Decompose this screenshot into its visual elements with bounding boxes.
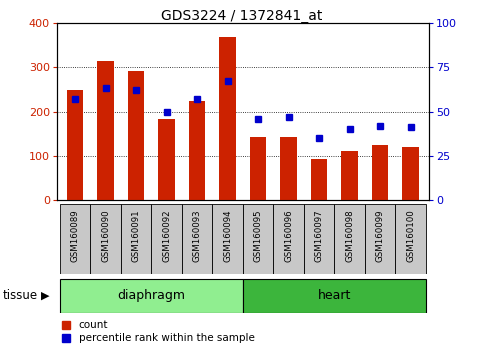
Bar [372,145,388,200]
Bar [60,279,243,313]
Text: ▶: ▶ [41,291,49,301]
Bar [311,159,327,200]
Bar [273,204,304,274]
Bar [280,137,297,200]
Text: tissue: tissue [2,289,37,302]
Bar [67,90,83,200]
Text: GSM160090: GSM160090 [101,209,110,262]
Bar [334,204,365,274]
Text: GSM160098: GSM160098 [345,209,354,262]
Text: GSM160092: GSM160092 [162,209,171,262]
Bar [212,204,243,274]
Text: GSM160095: GSM160095 [253,209,263,262]
Bar [151,204,182,274]
Text: diaphragm: diaphragm [117,289,185,302]
Bar [365,204,395,274]
Bar [304,204,334,274]
Text: GSM160094: GSM160094 [223,209,232,262]
Legend: count, percentile rank within the sample: count, percentile rank within the sample [62,320,254,343]
Text: heart: heart [317,289,351,302]
Bar [243,204,273,274]
Text: GSM160097: GSM160097 [315,209,323,262]
Text: GSM160089: GSM160089 [70,209,79,262]
Bar [158,120,175,200]
Text: GSM160091: GSM160091 [132,209,141,262]
Text: GSM160099: GSM160099 [376,209,385,262]
Bar [90,204,121,274]
Bar [219,37,236,200]
Bar [121,204,151,274]
Bar [395,204,426,274]
Bar [341,151,358,200]
Bar [128,71,144,200]
Bar [249,137,266,200]
Bar [189,101,206,200]
Bar [182,204,212,274]
Bar [402,147,419,200]
Bar [97,61,114,200]
Text: GDS3224 / 1372841_at: GDS3224 / 1372841_at [161,9,322,23]
Text: GSM160100: GSM160100 [406,209,415,262]
Bar [60,204,90,274]
Text: GSM160096: GSM160096 [284,209,293,262]
Text: GSM160093: GSM160093 [193,209,202,262]
Bar [243,279,426,313]
